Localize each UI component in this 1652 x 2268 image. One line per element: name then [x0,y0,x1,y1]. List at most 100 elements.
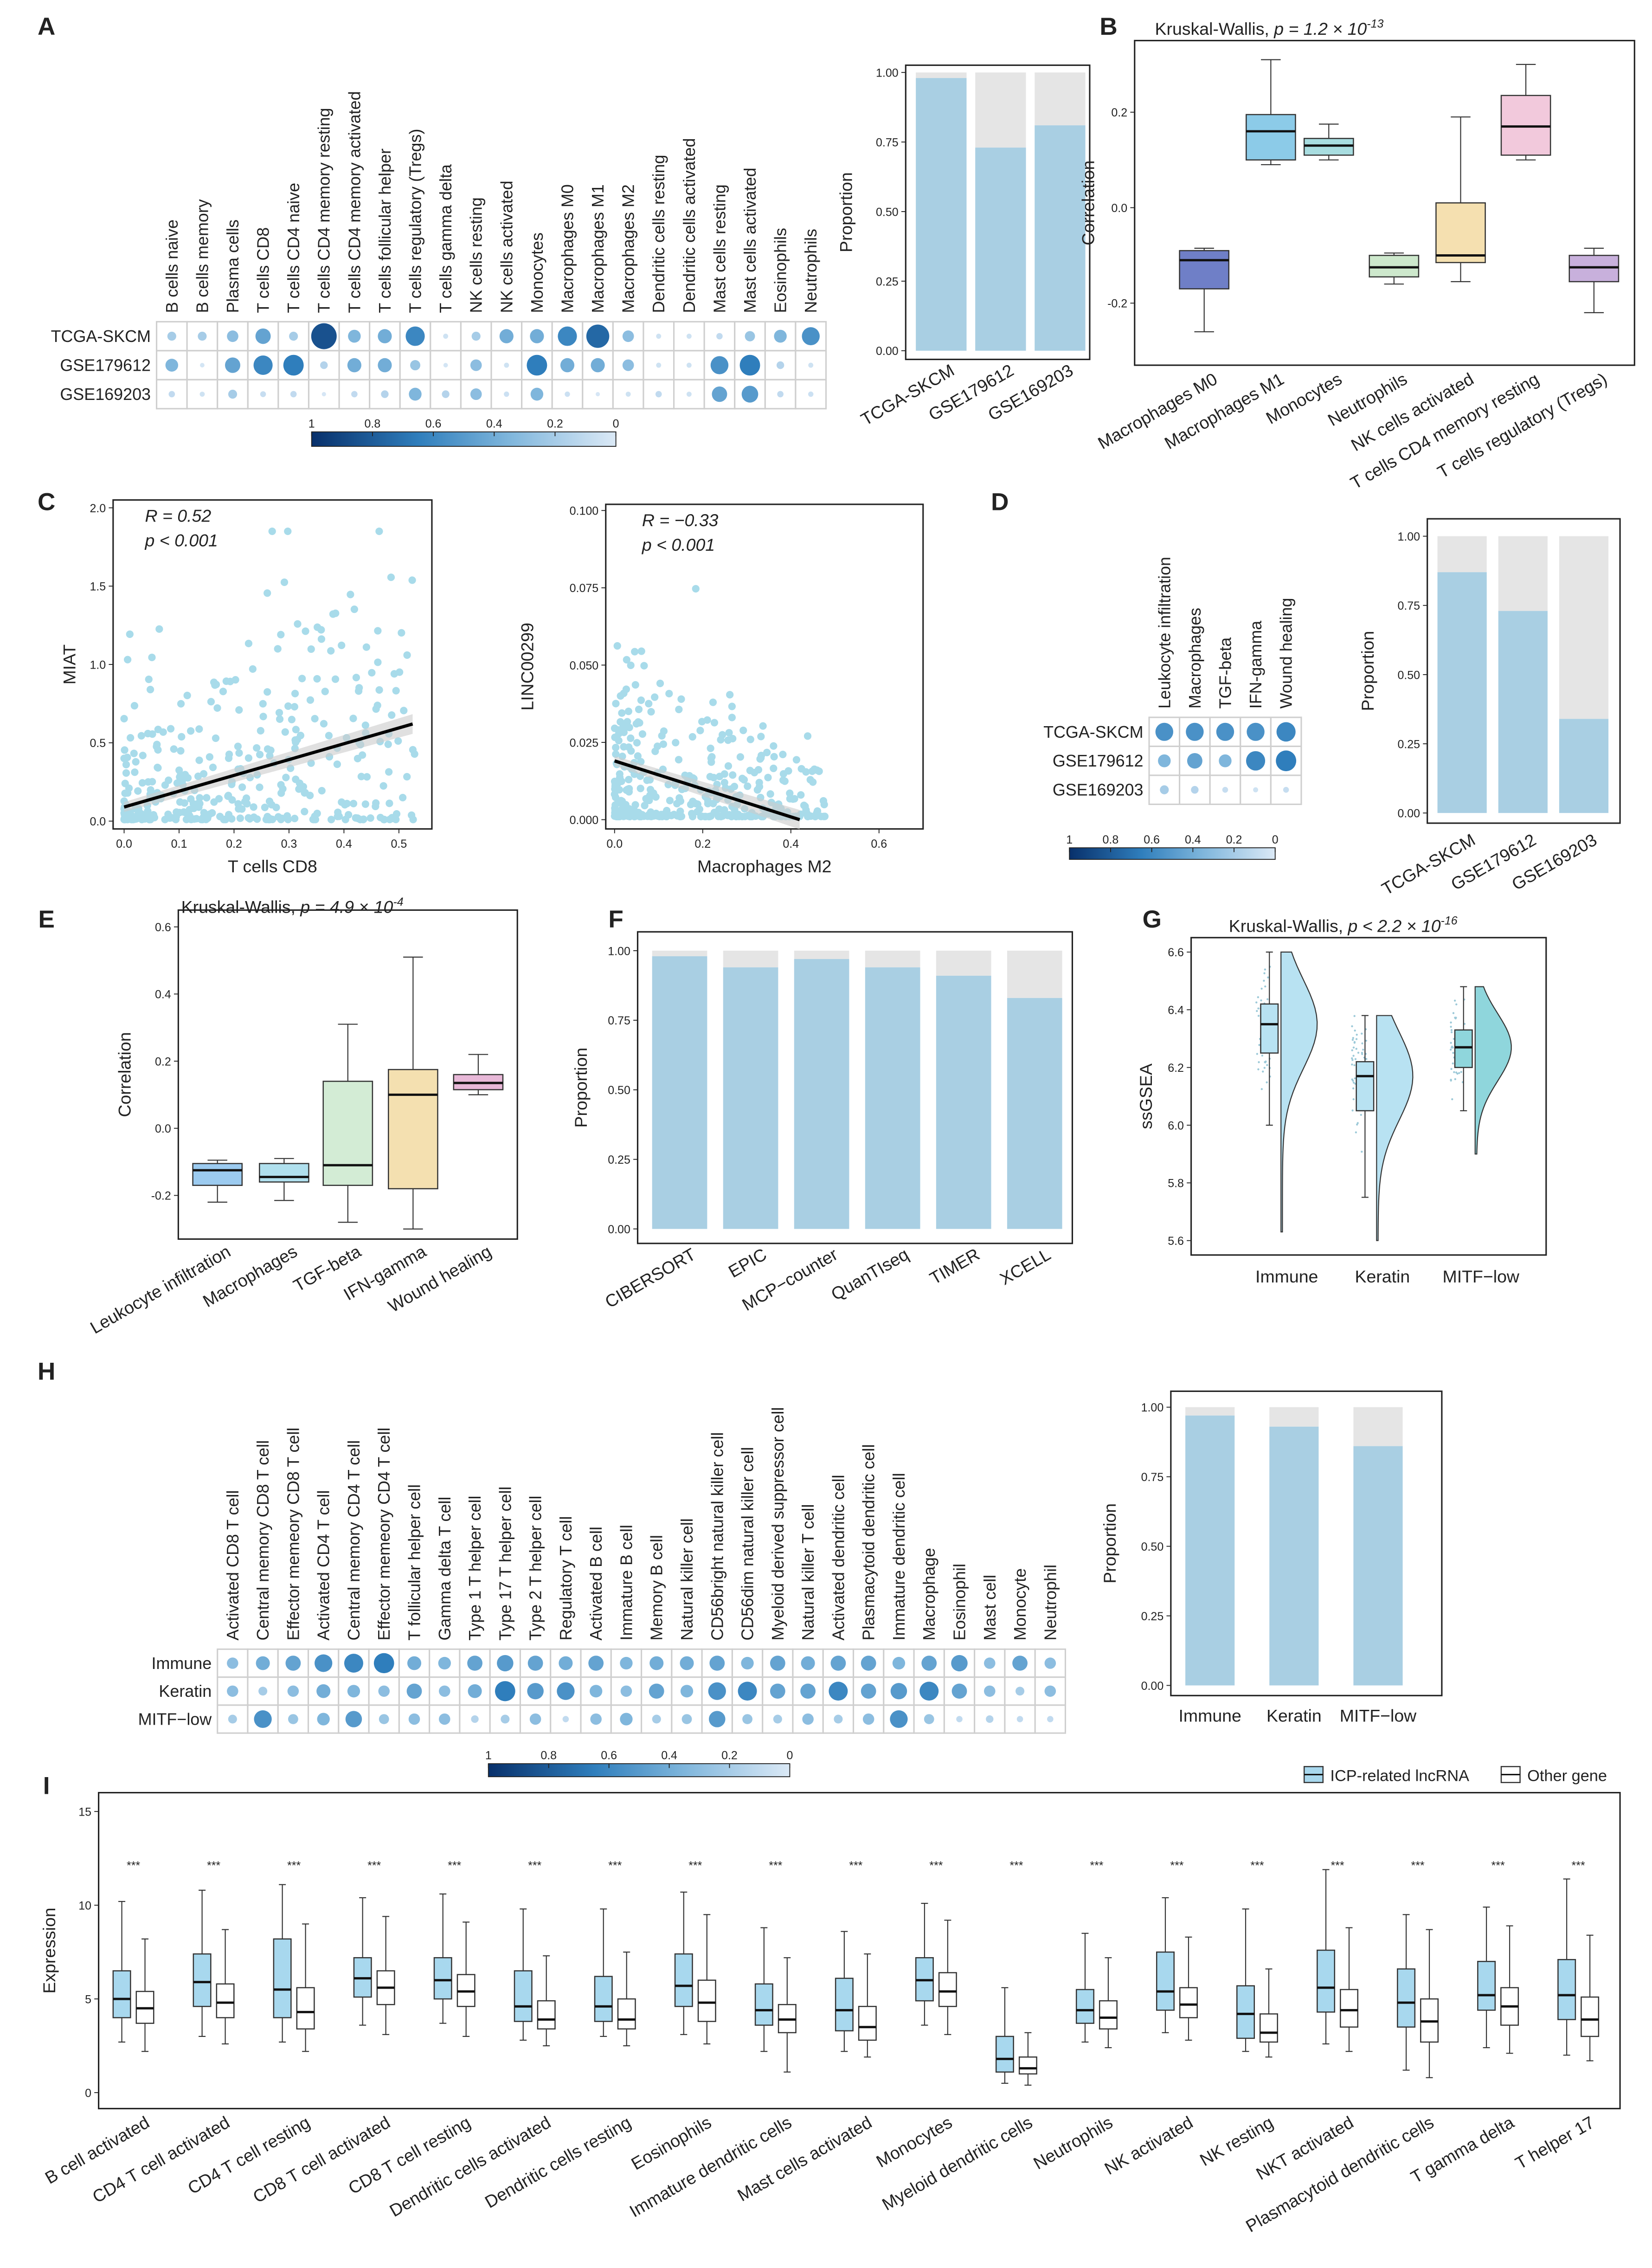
scatter-point [803,810,811,818]
bar-proportion [916,78,967,351]
dot [379,1714,389,1724]
dot [317,1713,330,1726]
bar-proportion [1353,1446,1403,1686]
scatter-point [362,643,371,651]
scatter-point [231,676,239,684]
correlation-r: R = 0.52 [145,506,212,525]
panel-label-i: I [43,1772,50,1800]
y-axis-label: Expression [39,1907,59,1993]
jitter-point [1260,1088,1263,1090]
panel-label-f: F [608,906,623,933]
colorbar-tick-label: 0.4 [1185,833,1201,846]
panel-label-e: E [38,906,54,933]
scatter-point [196,794,204,802]
scatter-point [677,695,685,703]
scatter-point [224,792,232,800]
jitter-point [1460,1071,1462,1073]
cell [1004,1676,1036,1706]
column-label: Monocyte [1010,1568,1029,1641]
scatter-point [746,735,754,743]
box-box [1246,114,1296,161]
dot [320,361,328,369]
colorbar [1069,847,1276,860]
lnc-box-box [112,1970,131,2018]
dot [443,334,449,339]
dot [345,1711,362,1727]
scatter-point [635,705,643,713]
scatter-point [668,812,675,819]
jitter-point [1450,1042,1452,1044]
x-tick-label: 0.5 [391,838,407,850]
scatter-point [320,720,328,728]
scatter-point [354,687,363,695]
dot [774,329,787,343]
dot [1191,786,1199,794]
dot [590,1685,603,1698]
scatter-point [736,753,745,761]
scatter-point [261,804,269,812]
column-label: Type 1 T helper cell [465,1496,484,1641]
scatter-point [194,772,202,780]
bar-other [1007,950,1062,998]
dot [560,358,575,373]
bar-proportion [794,959,849,1229]
lnc-box-box [1477,1961,1496,2011]
bar-proportion [936,975,991,1229]
scatter-point [611,780,619,787]
y-tick-label: 0.0 [155,1122,171,1135]
x-category-label: Immune [1255,1267,1318,1286]
scatter-point [373,702,381,709]
scatter-point [779,770,788,778]
scatter-point [646,792,654,799]
jitter-point [1266,1081,1268,1083]
column-label: Dendritic cells resting [649,155,668,313]
dot [470,359,482,371]
dot [321,392,326,397]
colorbar-tick-label: 0.4 [486,417,502,430]
scatter-point [632,720,640,728]
scatter-point [293,736,301,744]
bar-other [1559,536,1609,719]
dot [710,356,729,374]
scatter-point [759,722,767,730]
boxplot-E: -0.2 0.0 0.2 0.4 0.6 Correlation Kruskal-Walli… [87,896,518,1338]
scatter-point [403,651,411,659]
scatter-point [374,627,382,635]
y-tick-label: 0.25 [876,275,899,288]
x-category-label: MITF−low [1340,1706,1417,1726]
scatter-point [209,763,217,771]
scatter-point [123,754,131,761]
scatter-point [707,758,715,766]
column-label: Mast cells resting [710,184,729,313]
dot [501,1714,510,1724]
scatter-point [766,790,774,798]
scatter-point [738,812,746,820]
x-category-label: T helper 17 [1512,2112,1598,2173]
scatter-point [645,700,653,708]
x-category-label: QuanTIseq [828,1244,912,1304]
x-tick-label: 0.4 [336,838,352,850]
legend-label: ICP-related lncRNA [1330,1767,1469,1785]
jitter-point [1455,1003,1458,1005]
scatter-point [709,698,717,706]
scatter-point [194,799,202,808]
y-tick-label: 1.00 [608,945,630,958]
dot [225,357,240,373]
jitter-point [1458,1072,1460,1074]
y-tick-label: 0.00 [608,1223,630,1236]
jitter-point [1351,1025,1353,1028]
box-box [1303,138,1354,156]
column-label: Central memory CD4 T cell [344,1440,363,1641]
dot [770,1656,785,1671]
cell [368,1704,400,1734]
scatter-point [222,677,230,685]
scatter-point [611,724,619,732]
other-box-box [537,2000,556,2030]
y-tick-label: 0.100 [570,505,598,518]
scatter-point [225,754,233,762]
box-box [1500,95,1551,156]
scatter-point [675,756,683,764]
scatter-point [638,730,647,738]
scatter-point [290,703,298,711]
